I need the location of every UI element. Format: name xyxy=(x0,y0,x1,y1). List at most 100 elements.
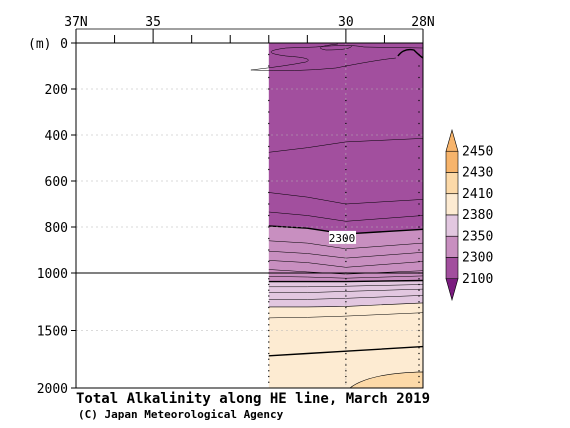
legend-label-2350: 2350 xyxy=(462,229,493,244)
sample-dot xyxy=(268,88,270,90)
sample-dot xyxy=(418,203,420,205)
sample-dot xyxy=(418,226,420,228)
sample-dot xyxy=(418,324,420,326)
sample-dot xyxy=(418,295,420,297)
contour-2410 xyxy=(268,345,424,357)
thin-contour-4 xyxy=(268,250,424,259)
sample-dot xyxy=(418,65,420,67)
thin-contour-11 xyxy=(268,312,424,319)
sample-dot xyxy=(268,306,270,309)
surface-contour xyxy=(250,45,424,71)
sample-dot xyxy=(345,370,347,372)
sample-dot xyxy=(268,324,270,326)
chart-title: Total Alkalinity along HE line, March 20… xyxy=(76,391,430,407)
sample-dot xyxy=(418,168,420,171)
sample-dot xyxy=(345,157,347,159)
sample-dot xyxy=(345,226,347,228)
sample-dot xyxy=(268,122,270,125)
sample-dot xyxy=(268,111,270,113)
thin-contour-2 xyxy=(268,211,424,222)
x-tick-label-28N: 28N xyxy=(411,15,434,30)
sample-dot xyxy=(268,260,270,263)
thin-contour-1 xyxy=(268,192,424,205)
sample-dot xyxy=(268,203,270,205)
sample-dot xyxy=(345,168,347,171)
sample-dot xyxy=(345,312,347,314)
legend-label-2450: 2450 xyxy=(462,144,493,159)
sample-dot xyxy=(345,88,347,90)
sample-dot xyxy=(268,289,270,291)
sample-dot xyxy=(418,272,420,274)
sample-dot xyxy=(345,272,347,274)
x-tick-label-35: 35 xyxy=(145,15,161,30)
sample-dot xyxy=(418,122,420,125)
sample-dot xyxy=(345,324,347,326)
sample-dot xyxy=(345,203,347,205)
thin-contour-8 xyxy=(268,284,424,288)
sample-dot xyxy=(345,375,347,378)
sample-dot xyxy=(345,180,347,182)
sample-dot xyxy=(268,134,270,136)
sample-dot xyxy=(268,272,270,274)
station-samples-30 xyxy=(345,53,347,383)
sample-dot xyxy=(418,312,420,314)
contour-2350 xyxy=(268,279,424,283)
sample-dot xyxy=(418,145,420,148)
sample-dot xyxy=(345,278,347,280)
legend-label-2100: 2100 xyxy=(462,272,493,287)
sample-dot xyxy=(268,335,270,337)
sample-dot xyxy=(268,352,270,355)
sample-dot xyxy=(418,318,420,320)
sample-dot xyxy=(268,278,270,280)
sample-dot xyxy=(418,358,420,360)
legend-swatch xyxy=(445,150,459,173)
axes: 37N 35 30 28N 0 200 400 600 800 1000 1500 2000 xyxy=(37,15,435,397)
sample-dot xyxy=(418,249,420,251)
sample-dot xyxy=(418,347,420,349)
sample-dot xyxy=(345,283,347,286)
y-tick-label-0: 0 xyxy=(60,37,68,52)
sample-dot xyxy=(268,364,270,366)
sample-dot xyxy=(345,289,347,291)
legend-label-2380: 2380 xyxy=(462,208,493,223)
sample-dot xyxy=(345,341,347,343)
sample-dot xyxy=(268,301,270,303)
y-tick-label-2000: 2000 xyxy=(37,382,68,397)
legend-swatch xyxy=(445,257,459,280)
sample-dot xyxy=(268,99,270,102)
sample-dot xyxy=(345,99,347,102)
contour-2300 xyxy=(268,225,424,235)
sample-dot xyxy=(268,381,270,383)
sample-dot xyxy=(268,65,270,67)
sample-dot xyxy=(345,329,347,332)
legend-swatch xyxy=(445,235,459,258)
x-tick-label-30: 30 xyxy=(338,15,354,30)
contour-2380 xyxy=(268,302,424,308)
sample-dot xyxy=(418,76,420,79)
sample-dot xyxy=(418,375,420,378)
depth-unit-label: (m) xyxy=(28,37,51,52)
sample-dot xyxy=(418,341,420,343)
fill-band-3 xyxy=(268,302,423,388)
y-tick-label-1000: 1000 xyxy=(37,267,68,282)
sample-dot xyxy=(345,65,347,67)
contour-label-bg xyxy=(329,230,357,244)
sample-dot xyxy=(418,283,420,286)
sample-dot xyxy=(418,111,420,113)
sample-dot xyxy=(268,358,270,360)
sample-dot xyxy=(418,99,420,102)
sample-dot xyxy=(268,347,270,349)
surface-contour-small xyxy=(319,43,353,51)
y-tick-label-800: 800 xyxy=(45,221,68,236)
sample-dot xyxy=(345,76,347,79)
thin-contour-3 xyxy=(268,240,424,250)
sample-dot xyxy=(418,180,420,182)
y-tick-label-200: 200 xyxy=(45,83,68,98)
thin-contour-10 xyxy=(268,295,424,300)
sample-dot xyxy=(418,364,420,366)
sample-dot xyxy=(418,157,420,159)
legend-top-arrow xyxy=(445,128,459,152)
thin-contour-9 xyxy=(268,288,424,293)
sample-dot xyxy=(268,370,270,372)
sample-dot xyxy=(418,289,420,291)
